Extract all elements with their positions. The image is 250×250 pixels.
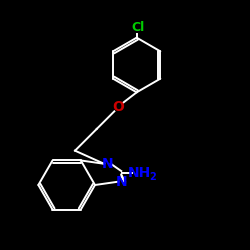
Text: N: N [102,157,113,171]
Text: 2: 2 [149,172,156,182]
Text: O: O [112,100,124,114]
Text: N: N [116,175,128,189]
Text: NH: NH [128,166,151,180]
Text: Cl: Cl [132,21,145,34]
